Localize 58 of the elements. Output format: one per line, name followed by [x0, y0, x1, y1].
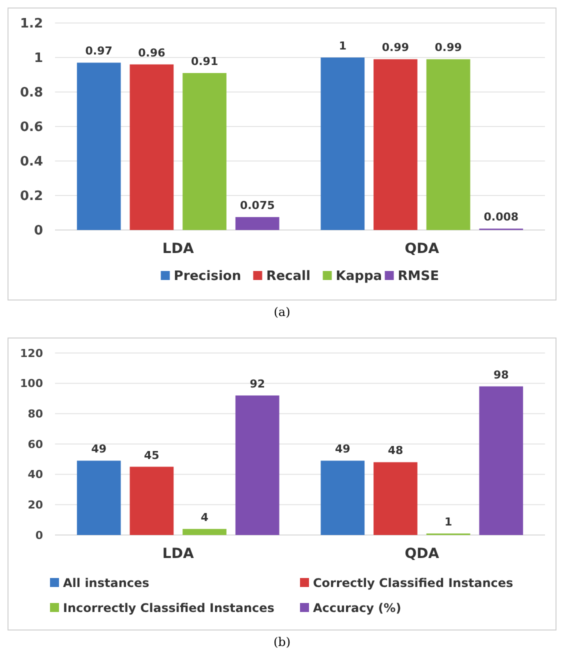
bar	[479, 386, 524, 535]
data-label: 49	[91, 442, 107, 456]
y-tick-label: 20	[28, 498, 44, 512]
bar	[130, 64, 174, 230]
y-tick-label: 60	[28, 438, 44, 451]
bar	[374, 462, 418, 535]
y-tick-label: 0	[35, 528, 44, 542]
legend-label: Correctly Classified Instances	[313, 576, 514, 590]
x-tick-label: LDA	[162, 546, 194, 562]
bar	[235, 217, 280, 230]
data-label: 98	[493, 368, 509, 382]
y-tick-label: 80	[28, 408, 44, 421]
bar	[76, 62, 121, 230]
y-tick-label: 0.8	[20, 86, 43, 101]
data-label: 45	[144, 448, 160, 462]
data-label: 0.99	[382, 41, 410, 54]
data-label: 0.075	[240, 199, 275, 212]
y-tick-label: 0	[34, 224, 43, 239]
legend-label: Precision	[174, 269, 242, 284]
x-tick-label: LDA	[162, 241, 194, 257]
legend-label: Incorrectly Classified Instances	[63, 601, 274, 615]
legend-label: All instances	[63, 576, 150, 590]
x-tick-label: QDA	[404, 546, 440, 562]
y-tick-label: 40	[28, 468, 44, 482]
bar	[320, 58, 365, 230]
y-tick-label: 120	[20, 346, 44, 360]
data-label: 0.008	[484, 210, 519, 224]
legend-label: Kappa	[336, 269, 382, 284]
data-label: 1	[338, 40, 346, 52]
data-label: 1	[444, 515, 452, 528]
bar	[182, 73, 226, 230]
bar	[182, 528, 226, 535]
y-tick-label: 0.6	[20, 120, 43, 136]
y-tick-label: 100	[20, 377, 44, 390]
data-label: 0.91	[190, 55, 218, 68]
bar	[374, 59, 418, 230]
legend-label: Accuracy (%)	[313, 601, 402, 615]
text: (b)	[273, 635, 291, 649]
y-tick-label: 0.4	[20, 154, 43, 170]
data-label: 0.99	[434, 41, 462, 54]
legend-label: RMSE	[398, 269, 440, 284]
x-tick-label: QDA	[404, 241, 440, 257]
y-tick-label: 1.2	[20, 16, 43, 32]
y-tick-label: 0.2	[20, 189, 43, 204]
data-label: 4	[200, 510, 209, 524]
legend-label: Recall	[266, 269, 310, 284]
data-label: 92	[250, 377, 266, 390]
y-tick-label: 1	[34, 51, 43, 66]
data-label: 49	[334, 442, 350, 456]
bar	[76, 460, 121, 535]
data-label: 0.96	[138, 46, 166, 60]
bar	[130, 466, 174, 535]
data-label: 48	[388, 444, 404, 458]
bar	[320, 460, 365, 535]
text: (a)	[274, 305, 290, 319]
bar	[235, 395, 280, 535]
data-label: 0.97	[85, 44, 112, 58]
bar	[426, 59, 470, 230]
